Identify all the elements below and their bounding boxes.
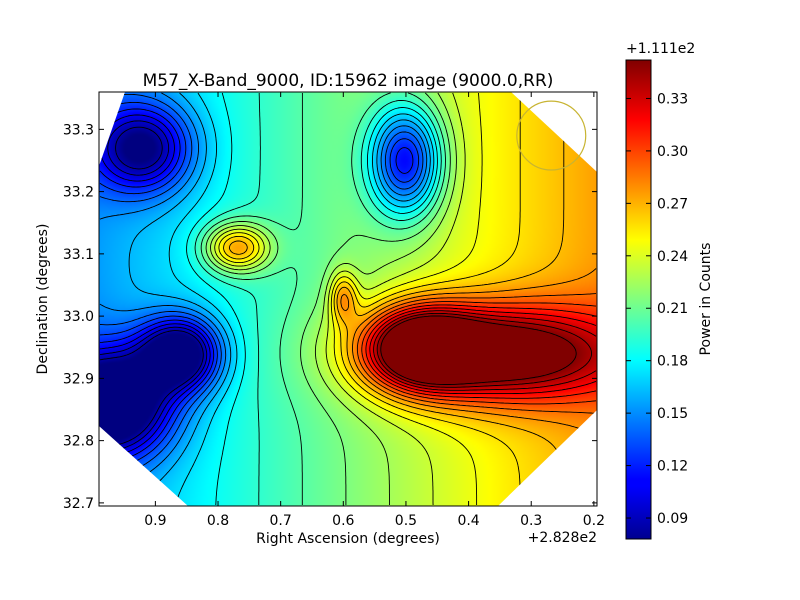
x-tick-label: 0.7 bbox=[270, 513, 292, 529]
contour-line bbox=[373, 310, 597, 391]
y-axis-label: Declination (degrees) bbox=[35, 224, 51, 375]
contour-line bbox=[365, 304, 597, 399]
colorbar-tick-label: 0.27 bbox=[657, 196, 688, 212]
contour-line bbox=[99, 120, 208, 452]
colorbar-tick-label: 0.33 bbox=[657, 91, 688, 107]
colorbar-label: Power in Counts bbox=[698, 243, 714, 356]
y-tick-label: 32.7 bbox=[63, 496, 94, 512]
x-tick-label: 0.4 bbox=[457, 513, 479, 529]
colorbar-tick-label: 0.30 bbox=[657, 144, 688, 160]
y-tick-label: 33.0 bbox=[63, 309, 94, 325]
contour-line bbox=[200, 92, 446, 505]
x-tick-label: 0.3 bbox=[520, 513, 542, 529]
colorbar-tick-label: 0.15 bbox=[657, 406, 688, 422]
y-tick-label: 33.3 bbox=[63, 122, 94, 138]
contour-line bbox=[194, 93, 442, 505]
contour-line bbox=[214, 92, 466, 506]
x-tick-label: 0.9 bbox=[144, 513, 166, 529]
x-axis-label: Right Ascension (degrees) bbox=[256, 531, 440, 547]
x-tick-label: 0.2 bbox=[583, 513, 605, 529]
colorbar-tick-label: 0.18 bbox=[657, 354, 688, 370]
contour-line bbox=[340, 268, 597, 439]
y-tick-label: 32.8 bbox=[63, 434, 94, 450]
plot-frame bbox=[98, 91, 598, 507]
beam-circle bbox=[516, 100, 587, 171]
contour-line bbox=[186, 92, 438, 506]
x-axis-ticks: 0.9 0.8 0.7 0.6 0.5 0.4 0.3 0.2 bbox=[144, 92, 605, 529]
chart-title: M57_X-Band_9000, ID:15962 image (9000.0,… bbox=[143, 71, 554, 91]
colorbar-tick-label: 0.09 bbox=[657, 511, 688, 527]
colorbar-tick-label: 0.21 bbox=[657, 301, 688, 317]
contour-line bbox=[361, 301, 597, 405]
colorbar-gradient bbox=[626, 60, 651, 539]
contour-line bbox=[210, 92, 457, 505]
colorbar-offset-label: +1.111e2 bbox=[626, 41, 695, 57]
contour-line bbox=[128, 92, 431, 506]
contour-line bbox=[99, 126, 204, 447]
contour-line bbox=[99, 101, 420, 471]
x-axis-offset-label: +2.828e2 bbox=[528, 530, 597, 546]
y-tick-label: 33.1 bbox=[63, 247, 94, 263]
contour-line bbox=[218, 92, 483, 505]
x-tick-label: 0.5 bbox=[395, 513, 417, 529]
contour-line bbox=[205, 92, 451, 505]
contour-lines bbox=[99, 92, 597, 506]
contour-line bbox=[168, 92, 435, 506]
contour-line bbox=[99, 92, 428, 502]
x-tick-label: 0.6 bbox=[332, 513, 354, 529]
contour-line bbox=[380, 315, 577, 385]
colorbar-tick-label: 0.12 bbox=[657, 459, 688, 475]
colorbar-frame bbox=[625, 59, 652, 540]
y-axis-ticks: 32.7 32.8 32.9 33.0 33.1 33.2 33.3 bbox=[63, 122, 597, 512]
colorbar-ticks: 0.09 0.12 0.15 0.18 0.21 0.24 0.27 0.30 0.33 bbox=[626, 91, 688, 527]
contour-line bbox=[99, 114, 211, 457]
contour-line bbox=[356, 293, 597, 414]
x-tick-label: 0.8 bbox=[207, 513, 229, 529]
y-tick-label: 32.9 bbox=[63, 371, 94, 387]
contour-line bbox=[369, 307, 597, 395]
colorbar: 0.09 0.12 0.15 0.18 0.21 0.24 0.27 0.30 0.33 +1.… bbox=[625, 41, 714, 540]
colorbar-tick-label: 0.24 bbox=[657, 249, 688, 265]
contour-line bbox=[376, 312, 592, 388]
y-tick-label: 33.2 bbox=[63, 185, 94, 201]
